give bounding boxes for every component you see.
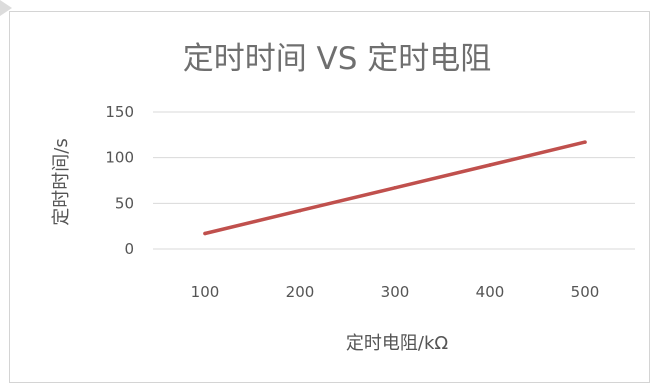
chart-frame [9, 11, 650, 383]
data-point [203, 231, 207, 236]
x-tick-label: 400 [476, 283, 505, 301]
y-tick-label: 150 [105, 103, 134, 121]
gridlines [153, 111, 635, 250]
data-point [488, 163, 492, 167]
y-tick-label: 50 [115, 194, 134, 212]
data-point [298, 208, 302, 213]
y-tick-label: 0 [124, 240, 134, 258]
x-axis-ticks: 100 200 300 400 500 [191, 283, 600, 301]
x-tick-label: 500 [571, 283, 600, 301]
x-tick-label: 100 [191, 283, 220, 301]
y-axis-label: 定时时间/s [51, 138, 72, 225]
y-tick-label: 100 [105, 149, 134, 167]
chart-title: 定时时间 VS 定时电阻 [183, 41, 492, 77]
data-point [583, 140, 587, 144]
series-layer [203, 140, 587, 236]
x-axis-label: 定时电阻/kΩ [346, 333, 448, 354]
x-tick-label: 300 [381, 283, 410, 301]
x-tick-label: 200 [286, 283, 315, 301]
y-axis-ticks: 0 50 100 150 [105, 103, 134, 258]
data-point [393, 186, 397, 190]
